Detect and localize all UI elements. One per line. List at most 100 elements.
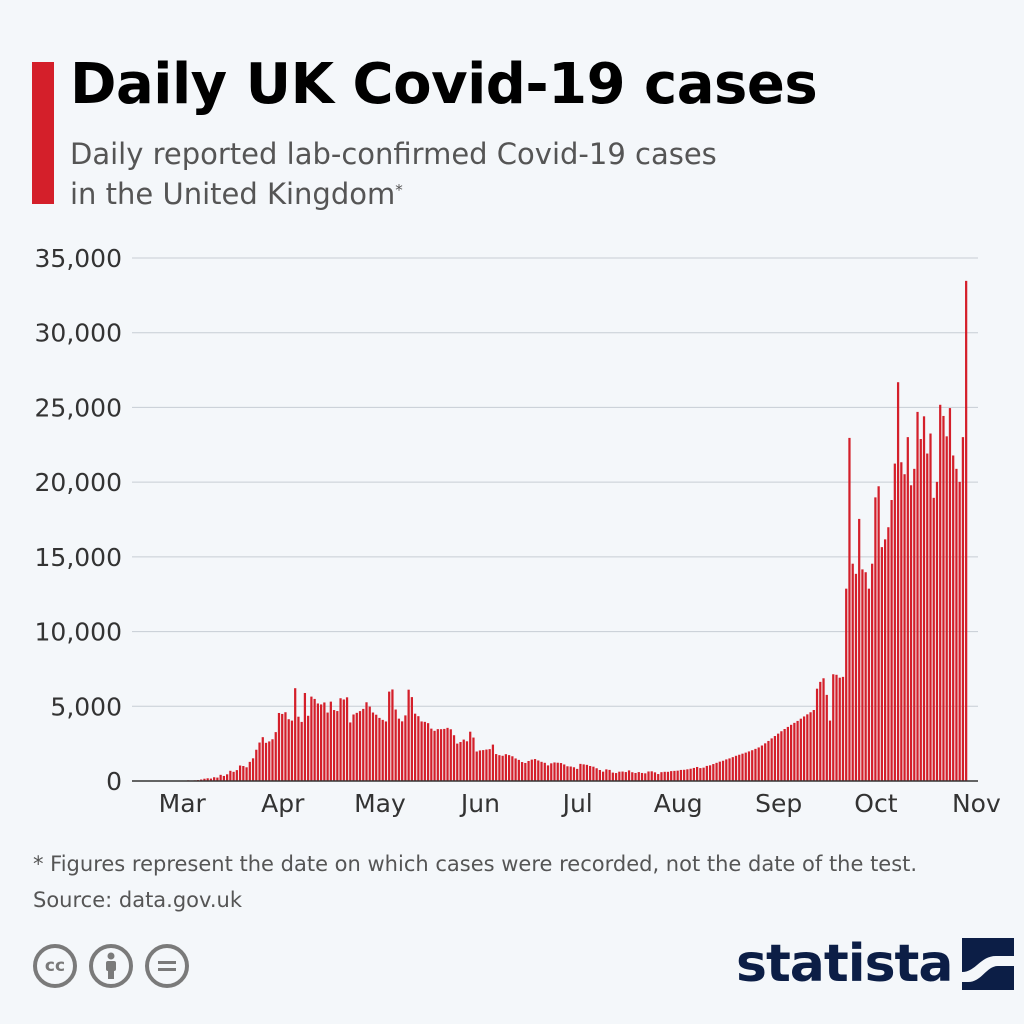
bar — [913, 468, 916, 781]
bar — [209, 778, 213, 781]
bar — [663, 771, 666, 781]
bar — [796, 720, 799, 781]
no-derivatives-icon[interactable] — [145, 944, 189, 988]
bar — [747, 751, 751, 781]
bar — [602, 771, 605, 781]
bar — [702, 767, 705, 781]
bar — [222, 775, 225, 781]
bar — [407, 689, 410, 781]
license-icons[interactable]: cc — [33, 944, 189, 988]
bar — [884, 539, 887, 781]
bar — [478, 750, 482, 781]
bar — [524, 762, 527, 781]
title-accent-bar — [32, 62, 54, 204]
bar — [443, 728, 446, 781]
statista-logo-icon — [962, 938, 1015, 990]
x-tick-label: Jul — [561, 789, 593, 818]
bar — [339, 698, 342, 781]
bar — [832, 674, 835, 781]
bar — [368, 706, 371, 781]
bar — [449, 729, 452, 781]
bar — [566, 766, 569, 781]
source-text: Source: data.gov.uk — [33, 888, 242, 912]
creative-commons-icon[interactable]: cc — [33, 944, 77, 988]
bar — [611, 772, 614, 781]
bar — [391, 689, 394, 781]
bar — [294, 688, 297, 781]
bar — [329, 701, 332, 781]
bar — [705, 765, 708, 781]
footnote-block: * Figures represent the date on which ca… — [33, 846, 917, 918]
y-tick-label: 0 — [106, 767, 122, 796]
bar — [251, 758, 255, 781]
bar — [909, 485, 913, 781]
bar — [721, 760, 725, 781]
bar — [388, 691, 391, 781]
bar — [397, 718, 401, 781]
x-tick-label: May — [354, 789, 406, 818]
bar — [410, 697, 413, 781]
bar — [242, 766, 245, 781]
bar — [712, 764, 715, 781]
bar — [303, 692, 307, 781]
bar — [734, 755, 738, 781]
y-tick-label: 25,000 — [35, 393, 122, 422]
bar — [342, 699, 345, 781]
bar — [825, 694, 828, 781]
bar — [751, 750, 754, 781]
bar — [851, 563, 854, 781]
bar — [229, 770, 232, 781]
bar — [491, 744, 495, 781]
bar — [767, 740, 770, 781]
bar — [514, 758, 517, 781]
bar — [401, 721, 404, 781]
bar — [206, 778, 209, 781]
bar — [637, 772, 640, 781]
bar — [384, 721, 388, 781]
bar — [530, 759, 533, 781]
bar — [540, 761, 543, 781]
bar — [404, 715, 407, 781]
bar — [627, 770, 631, 781]
statista-logo[interactable]: statista — [736, 934, 1015, 994]
bar — [520, 762, 524, 781]
bar — [929, 433, 932, 781]
bar — [216, 777, 219, 781]
y-tick-label: 10,000 — [35, 618, 122, 647]
bar — [828, 720, 832, 781]
bar — [922, 416, 926, 781]
attribution-icon[interactable] — [89, 944, 133, 988]
bar — [264, 742, 268, 781]
bar — [845, 588, 848, 781]
bar — [812, 710, 815, 781]
bar — [673, 770, 676, 781]
page-title: Daily UK Covid-19 cases — [70, 52, 818, 117]
bar — [556, 762, 559, 781]
bar — [300, 721, 303, 781]
bar — [219, 774, 222, 781]
bar — [731, 757, 734, 781]
bar — [605, 769, 608, 781]
bar — [332, 710, 336, 781]
bar — [961, 437, 965, 781]
equals-icon — [158, 961, 176, 971]
bar — [365, 702, 368, 781]
bar — [352, 714, 355, 781]
bar — [686, 769, 689, 781]
bar — [576, 768, 579, 781]
bar — [598, 769, 601, 781]
bar — [430, 728, 433, 781]
bar — [822, 678, 825, 781]
bar — [426, 723, 430, 781]
bar — [482, 750, 485, 781]
bar — [871, 563, 874, 781]
bar — [708, 765, 712, 781]
bar — [543, 762, 546, 781]
bar — [725, 759, 728, 781]
bar — [790, 724, 793, 781]
bar — [670, 771, 673, 781]
bar — [508, 755, 511, 781]
bar — [475, 751, 478, 781]
bar — [819, 681, 822, 781]
bar — [462, 739, 465, 781]
